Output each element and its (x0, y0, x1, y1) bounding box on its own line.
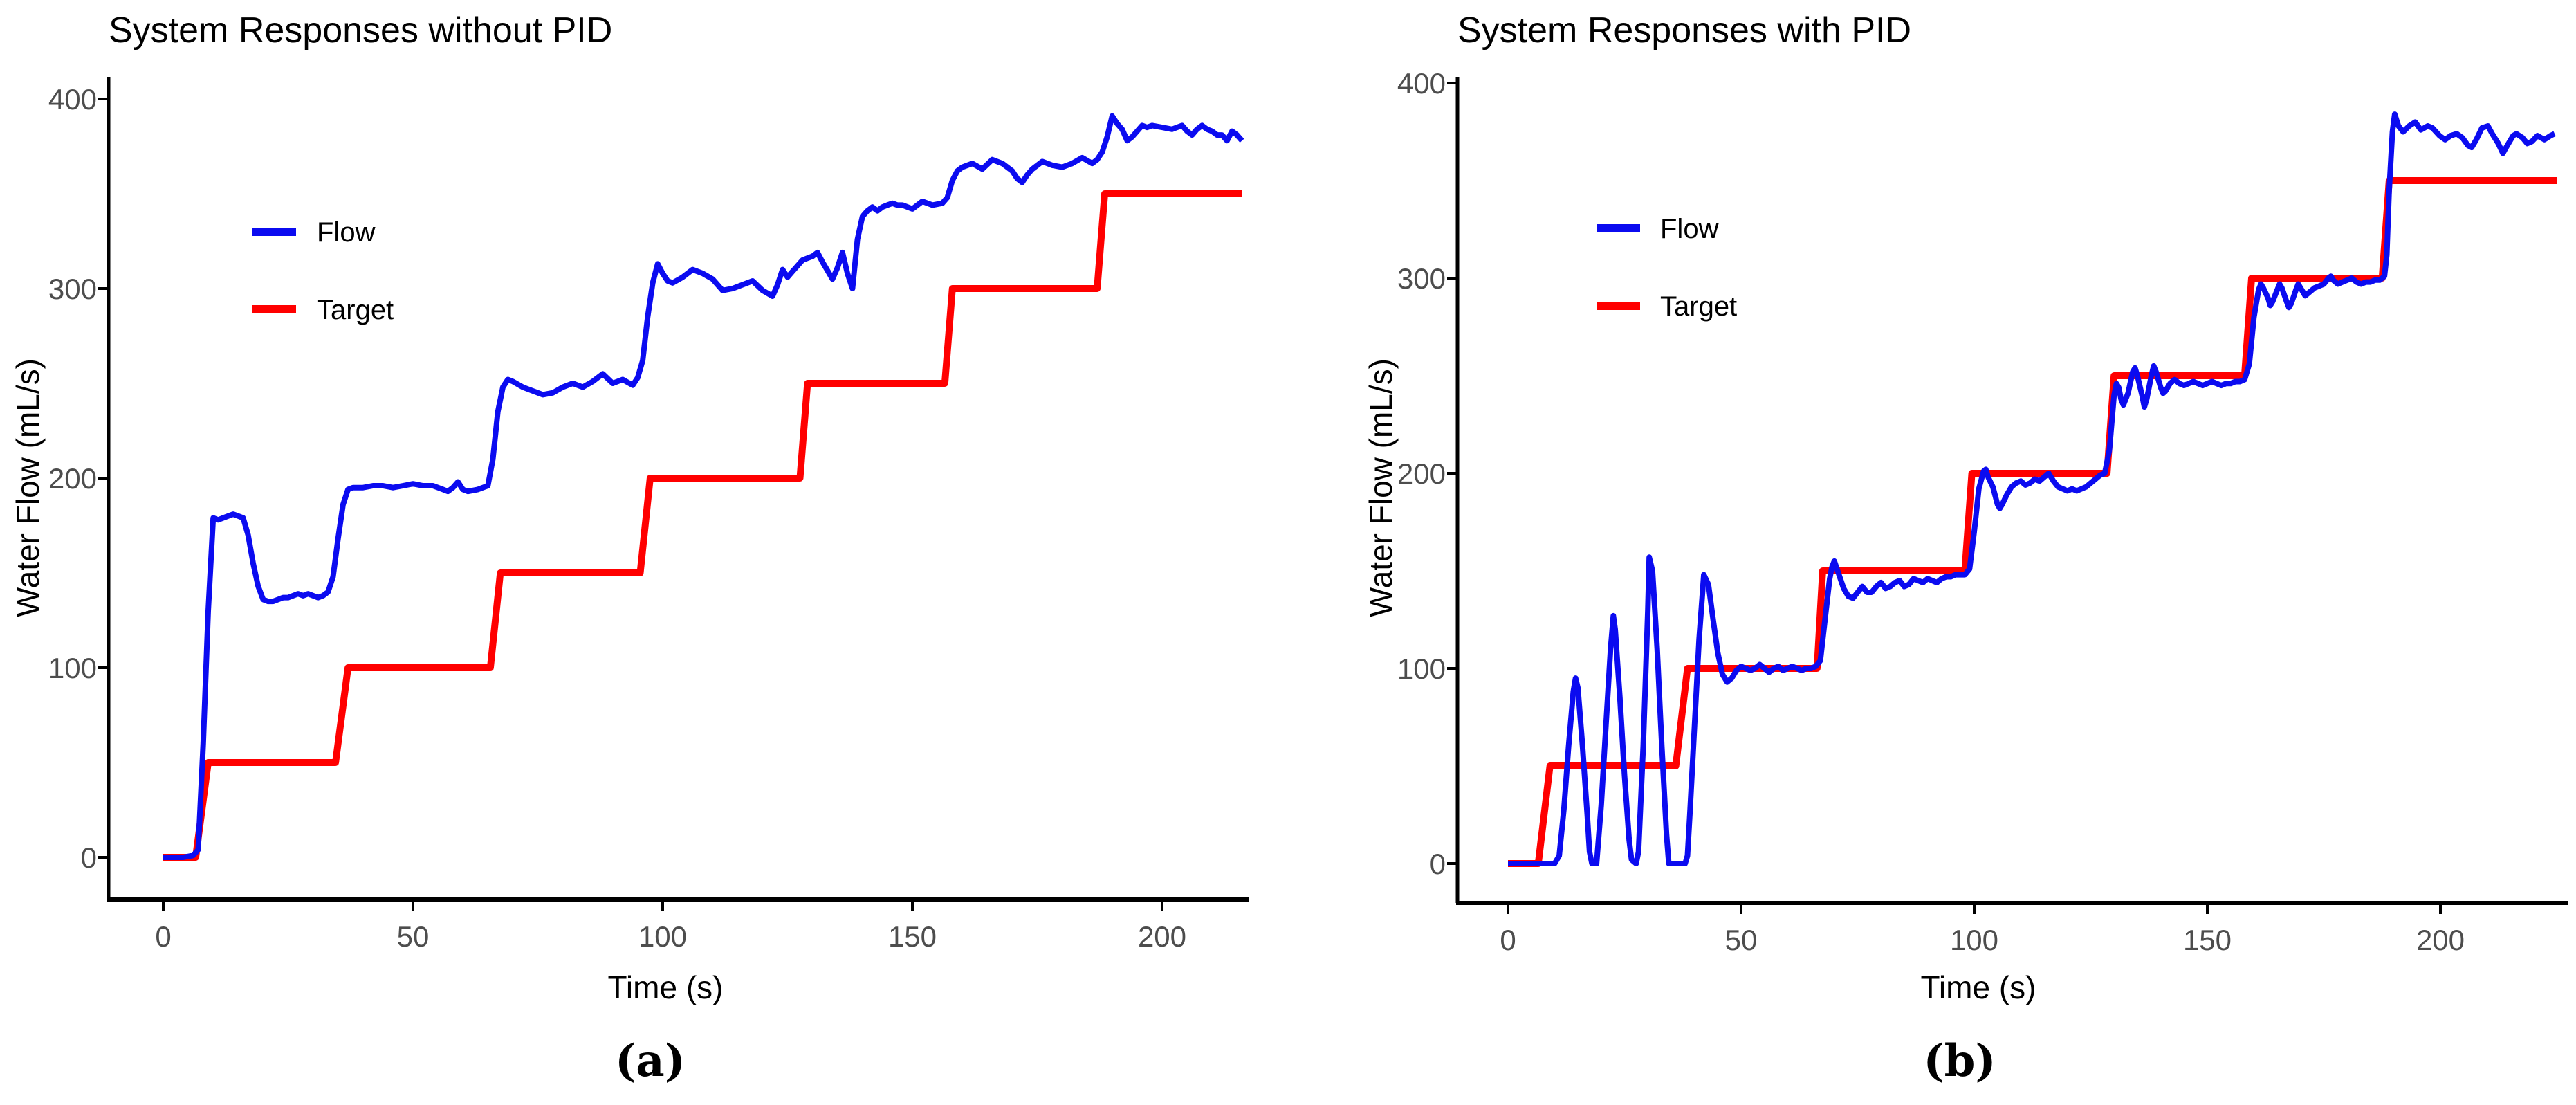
legend-a: Flow Target (252, 217, 394, 325)
legend-label-flow-a: Flow (317, 217, 376, 248)
chart-title-without-pid: System Responses without PID (109, 10, 613, 51)
y-axis-title-right: Water Flow (mL/s) (1363, 358, 1399, 617)
y-tick-label-a: 400 (48, 83, 97, 116)
x-tick-label-b: 150 (2183, 924, 2232, 956)
x-axis-title-right: Time (s) (1920, 969, 2036, 1005)
y-tick-label-b: 0 (1430, 848, 1446, 880)
x-tick-label-a: 200 (1138, 920, 1186, 953)
y-axis-title-left: Water Flow (mL/s) (10, 358, 46, 617)
x-tick-label-b: 0 (1500, 924, 1516, 956)
x-tick-label-a: 50 (397, 920, 430, 953)
x-tick-label-a: 150 (888, 920, 937, 953)
series-target-line-b (1508, 177, 2557, 867)
series-flow-line-a (163, 113, 1244, 860)
y-tick-label-b: 200 (1397, 457, 1446, 490)
panel-a: 0 100 200 300 400 0 50 100 150 200 Flow Target (48, 77, 1249, 953)
x-tick-label-b: 50 (1725, 924, 1758, 956)
x-axis-title-left: Time (s) (607, 969, 724, 1005)
y-tick-label-b: 100 (1397, 652, 1446, 685)
series-flow-line-b (1508, 111, 2556, 866)
caption-b: (b) (1923, 1035, 1996, 1087)
y-tick-label-a: 300 (48, 273, 97, 305)
chart-title-with-pid: System Responses with PID (1457, 10, 1912, 51)
y-tick-label-a: 200 (48, 462, 97, 495)
y-tick-label-a: 100 (48, 652, 97, 684)
legend-label-target-b: Target (1660, 291, 1737, 322)
y-tick-label-b: 400 (1397, 67, 1446, 100)
x-tick-label-b: 200 (2416, 924, 2465, 956)
legend-b: Flow Target (1597, 214, 1737, 322)
panel-b: 0 100 200 300 400 0 50 100 150 200 Flow Target (1397, 67, 2568, 956)
legend-label-target-a: Target (317, 295, 394, 325)
y-tick-label-b: 300 (1397, 262, 1446, 295)
series-target-line-a (163, 190, 1242, 861)
x-tick-label-a: 100 (638, 920, 687, 953)
x-tick-label-b: 100 (1950, 924, 1998, 956)
x-tick-label-a: 0 (155, 920, 171, 953)
caption-a: (a) (614, 1035, 686, 1087)
y-tick-label-a: 0 (81, 841, 97, 874)
legend-label-flow-b: Flow (1660, 214, 1719, 244)
